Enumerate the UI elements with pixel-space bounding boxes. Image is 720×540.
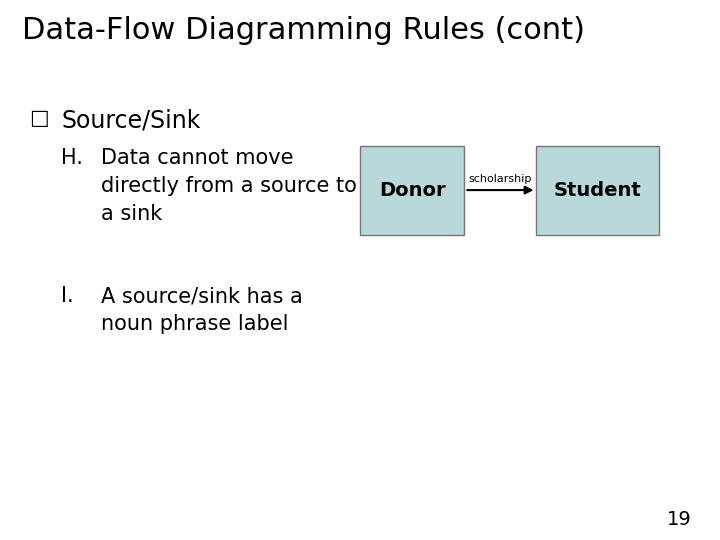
Text: Donor: Donor bbox=[379, 181, 446, 200]
Text: Student: Student bbox=[554, 181, 642, 200]
Text: Data cannot move
directly from a source to
a sink: Data cannot move directly from a source … bbox=[101, 148, 356, 225]
Text: H.: H. bbox=[61, 148, 83, 168]
Bar bbox=[536, 146, 659, 235]
Text: Source/Sink: Source/Sink bbox=[61, 108, 201, 132]
Text: □: □ bbox=[29, 108, 48, 128]
Bar bbox=[360, 146, 464, 235]
Text: scholarship: scholarship bbox=[469, 173, 532, 184]
Text: Data-Flow Diagramming Rules (cont): Data-Flow Diagramming Rules (cont) bbox=[22, 16, 585, 45]
Text: I.: I. bbox=[61, 286, 74, 306]
Text: 19: 19 bbox=[667, 510, 691, 529]
Text: A source/sink has a
noun phrase label: A source/sink has a noun phrase label bbox=[101, 286, 302, 334]
